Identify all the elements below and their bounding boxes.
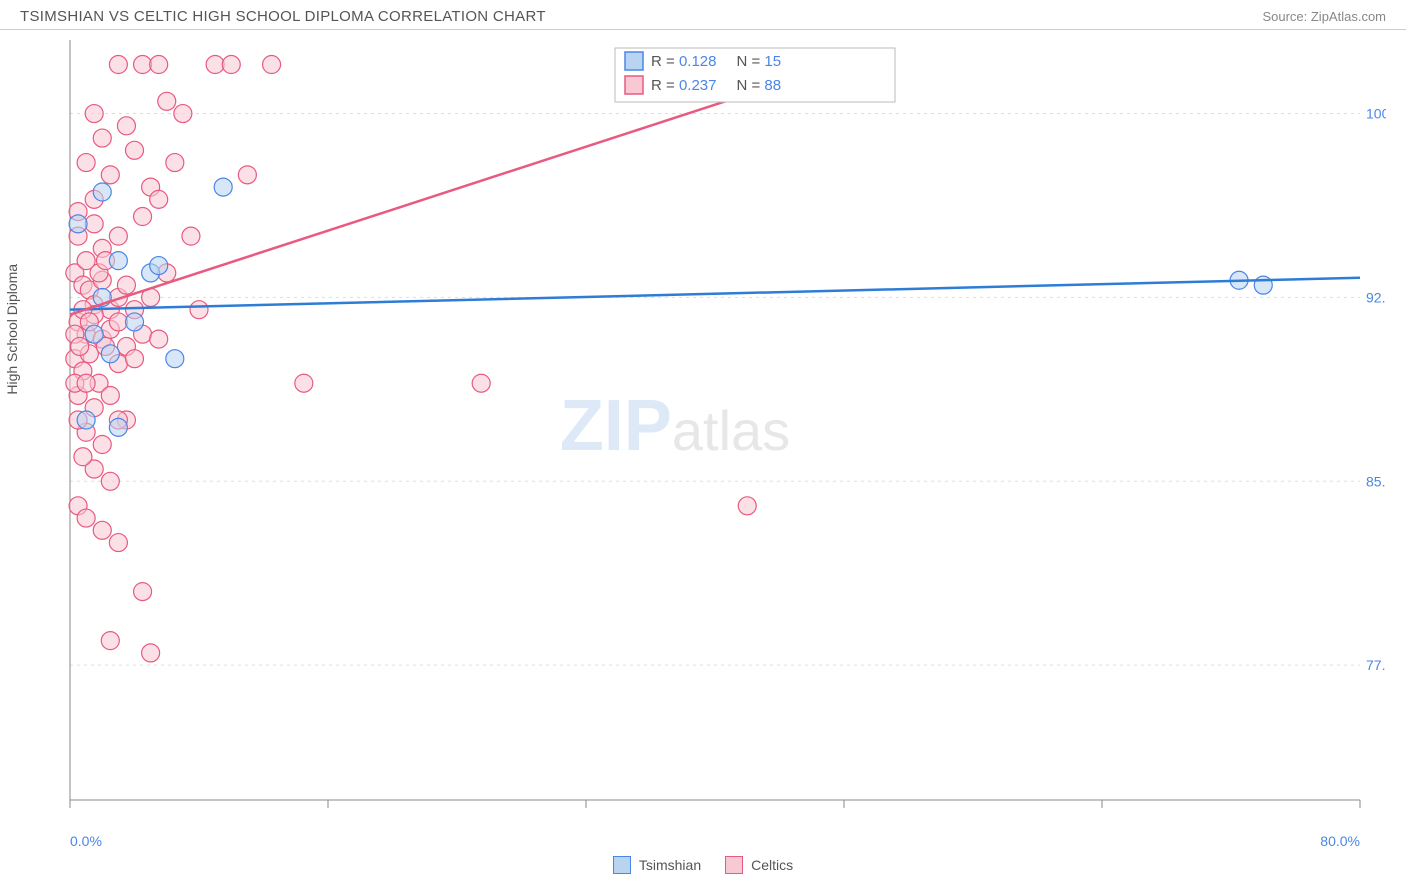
data-point	[126, 141, 144, 159]
data-point	[142, 644, 160, 662]
source-label: Source: ZipAtlas.com	[1262, 9, 1386, 24]
legend-item: Celtics	[725, 856, 793, 874]
data-point	[93, 183, 111, 201]
svg-text:ZIPatlas: ZIPatlas	[560, 386, 790, 466]
legend-label: Tsimshian	[639, 857, 701, 873]
legend-item: Tsimshian	[613, 856, 701, 874]
data-point	[109, 534, 127, 552]
chart-title: TSIMSHIAN VS CELTIC HIGH SCHOOL DIPLOMA …	[20, 8, 546, 25]
x-tick-label: 0.0%	[70, 833, 102, 849]
data-point	[101, 386, 119, 404]
legend-swatch	[625, 76, 643, 94]
data-point	[74, 448, 92, 466]
data-point	[93, 436, 111, 454]
data-point	[93, 129, 111, 147]
data-point	[77, 154, 95, 172]
data-point	[158, 92, 176, 110]
data-point	[150, 257, 168, 275]
data-point	[77, 411, 95, 429]
data-point	[134, 208, 152, 226]
data-point	[69, 215, 87, 233]
data-point	[101, 472, 119, 490]
data-point	[206, 56, 224, 74]
data-point	[190, 301, 208, 319]
data-point	[109, 313, 127, 331]
data-point	[472, 374, 490, 392]
data-point	[166, 154, 184, 172]
data-point	[126, 313, 144, 331]
chart-header: TSIMSHIAN VS CELTIC HIGH SCHOOL DIPLOMA …	[0, 0, 1406, 30]
data-point	[166, 350, 184, 368]
data-point	[85, 105, 103, 123]
legend-swatch	[613, 856, 631, 874]
y-tick-label: 100.0%	[1366, 106, 1386, 122]
data-point	[109, 56, 127, 74]
legend-stats-text: R = 0.237N = 88	[651, 77, 781, 94]
legend-swatch	[625, 52, 643, 70]
data-point	[126, 350, 144, 368]
y-axis-label: High School Diploma	[4, 264, 20, 395]
y-tick-label: 92.5%	[1366, 289, 1386, 305]
data-point	[222, 56, 240, 74]
data-point	[101, 345, 119, 363]
data-point	[109, 252, 127, 270]
data-point	[150, 190, 168, 208]
data-point	[174, 105, 192, 123]
data-point	[295, 374, 313, 392]
legend-label: Celtics	[751, 857, 793, 873]
y-tick-label: 85.0%	[1366, 473, 1386, 489]
data-point	[109, 227, 127, 245]
data-point	[77, 374, 95, 392]
data-point	[85, 325, 103, 343]
data-point	[117, 117, 135, 135]
data-point	[77, 509, 95, 527]
legend-swatch	[725, 856, 743, 874]
data-point	[101, 166, 119, 184]
data-point	[263, 56, 281, 74]
data-point	[238, 166, 256, 184]
data-point	[134, 583, 152, 601]
legend-bottom: Tsimshian Celtics	[20, 856, 1386, 874]
data-point	[150, 56, 168, 74]
data-point	[85, 215, 103, 233]
data-point	[71, 337, 89, 355]
trend-line	[70, 278, 1360, 310]
data-point	[134, 56, 152, 74]
data-point	[93, 521, 111, 539]
data-point	[214, 178, 232, 196]
y-tick-label: 77.5%	[1366, 657, 1386, 673]
data-point	[738, 497, 756, 515]
scatter-chart: ZIPatlas 77.5% 85.0% 92.5% 100.0% 0.0% 80.0% R …	[20, 30, 1386, 850]
x-tick-label: 80.0%	[1320, 833, 1360, 849]
data-point	[182, 227, 200, 245]
data-point	[150, 330, 168, 348]
data-point	[101, 632, 119, 650]
data-point	[117, 276, 135, 294]
legend-stats-text: R = 0.128N = 15	[651, 53, 781, 70]
data-point	[109, 418, 127, 436]
chart-container: High School Diploma ZIPatlas77.5%85.0%92…	[20, 30, 1386, 874]
